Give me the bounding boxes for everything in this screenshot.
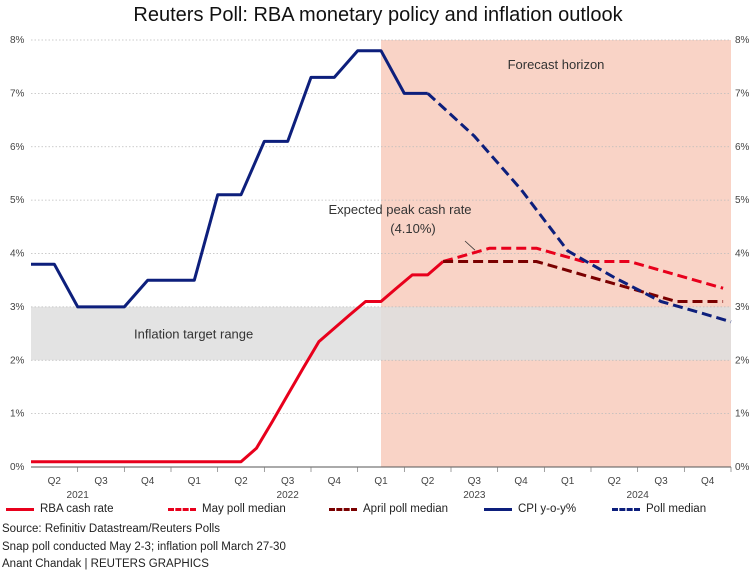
legend-swatch: [329, 507, 357, 511]
x-tick-label: Q4: [701, 476, 715, 487]
legend-item-april-poll-median: April poll median: [329, 503, 448, 515]
y-tick-label-right: 7%: [735, 88, 750, 99]
poll-note: Snap poll conducted May 2-3; inflation p…: [2, 541, 286, 553]
x-tick-label: Q3: [281, 476, 295, 487]
annotation-peak-label: Expected peak cash rate: [328, 202, 471, 217]
legend-item-cpi: CPI y-o-y%: [484, 503, 576, 515]
x-tick-label: Q3: [468, 476, 482, 487]
y-tick-label-right: 8%: [735, 35, 750, 46]
x-tick-label: Q2: [48, 476, 62, 487]
legend-label: May poll median: [202, 503, 286, 515]
inflation-target-band: [31, 306, 731, 361]
legend: RBA cash rate May poll median April poll…: [0, 503, 756, 519]
forecast-horizon-label: Forecast horizon: [508, 57, 605, 72]
credit-note: Anant Chandak | REUTERS GRAPHICS: [2, 558, 209, 570]
series-line-cpi-y-o-y: [31, 49, 428, 309]
x-year-label: 2021: [67, 490, 90, 500]
series-line-april-poll-median: [443, 260, 724, 303]
x-tick-label: Q2: [421, 476, 435, 487]
inflation-target-label: Inflation target range: [134, 327, 253, 342]
y-tick-label-left: 3%: [10, 302, 25, 313]
legend-swatch: [168, 507, 196, 511]
y-tick-label-left: 1%: [10, 409, 25, 420]
x-year-label: 2023: [463, 490, 486, 500]
x-tick-label: Q3: [654, 476, 668, 487]
x-tick-label: Q4: [328, 476, 342, 487]
x-year-label: 2022: [277, 490, 300, 500]
y-tick-label-left: 6%: [10, 142, 25, 153]
chart-title: Reuters Poll: RBA monetary policy and in…: [133, 4, 623, 26]
series-line-may-poll-median: [442, 246, 724, 290]
y-tick-label-left: 4%: [10, 249, 25, 260]
y-tick-label-left: 5%: [10, 195, 25, 206]
y-tick-label-right: 4%: [735, 249, 750, 260]
x-tick-label: Q1: [561, 476, 575, 487]
legend-item-poll-median: Poll median: [612, 503, 706, 515]
y-tick-label-right: 3%: [735, 302, 750, 313]
legend-swatch: [484, 507, 512, 511]
y-tick-label-left: 2%: [10, 355, 25, 366]
legend-label: CPI y-o-y%: [518, 503, 577, 515]
y-tick-label-left: 8%: [10, 35, 25, 46]
x-tick-label: Q2: [234, 476, 248, 487]
series-line-rba-cash-rate: [31, 260, 445, 464]
x-tick-label: Q1: [188, 476, 202, 487]
legend-swatch: [612, 507, 640, 511]
x-tick-label: Q2: [608, 476, 622, 487]
y-tick-label-right: 5%: [735, 195, 750, 206]
series-line-poll-median: [426, 92, 732, 324]
legend-label: April poll median: [363, 503, 449, 515]
y-tick-label-right: 0%: [735, 462, 750, 473]
legend-label: Poll median: [646, 503, 707, 515]
y-tick-label-left: 0%: [10, 462, 25, 473]
y-tick-label-right: 1%: [735, 409, 750, 420]
x-tick-label: Q4: [141, 476, 155, 487]
y-tick-label-right: 6%: [735, 142, 750, 153]
y-tick-label-right: 2%: [735, 355, 750, 366]
legend-label: RBA cash rate: [40, 503, 114, 515]
chart-plot: 0% 0% 1% 1% 2% 2% 3% 3% 4% 4% 5% 5% 6% 6% 7% 7% 8% 8% Infl…: [10, 35, 750, 500]
annotation-peak-value: (4.10%): [390, 221, 436, 236]
x-tick-label: Q1: [374, 476, 388, 487]
annotation-arrow: [464, 240, 476, 251]
legend-item-rba-cash-rate: RBA cash rate: [6, 503, 114, 515]
legend-item-may-poll-median: May poll median: [168, 503, 286, 515]
y-tick-label-left: 7%: [10, 88, 25, 99]
legend-swatch: [6, 507, 34, 511]
x-year-label: 2024: [627, 490, 650, 500]
x-tick-label: Q3: [94, 476, 108, 487]
source-note: Source: Refinitiv Datastream/Reuters Pol…: [2, 523, 220, 535]
x-tick-label: Q4: [514, 476, 528, 487]
